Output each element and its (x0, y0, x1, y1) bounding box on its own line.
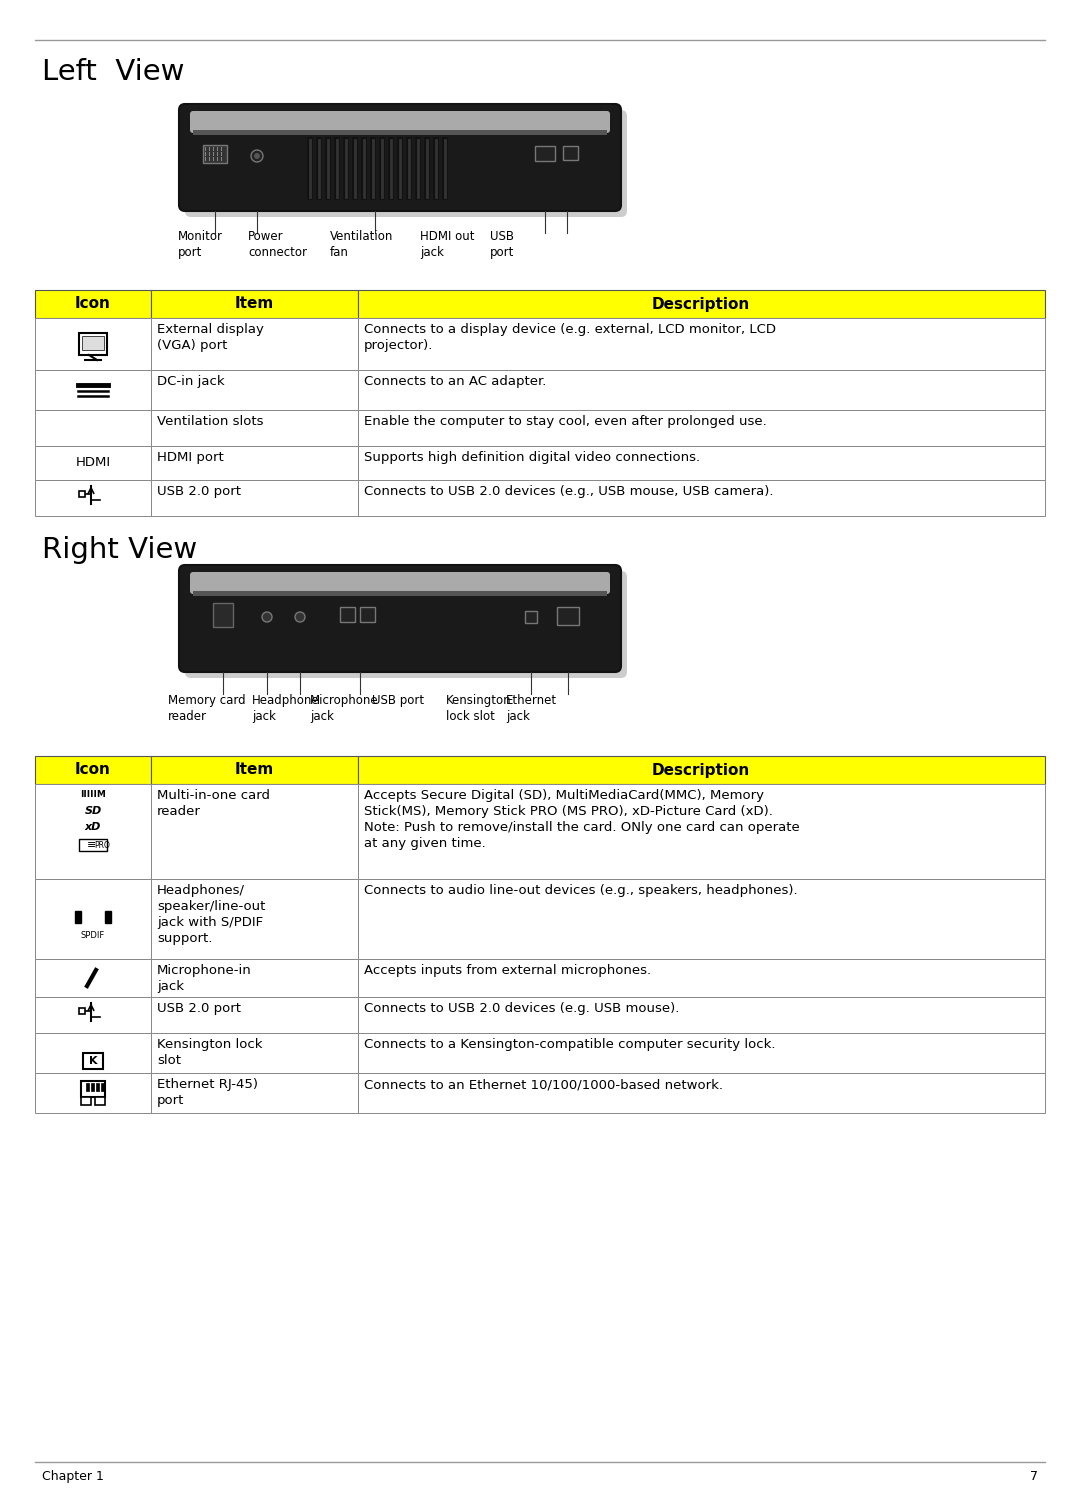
Text: USB port: USB port (372, 694, 424, 708)
Bar (151, 318, 357, 370)
Text: Connects to a display device (e.g. external, LCD monitor, LCD
projector).: Connects to a display device (e.g. exter… (364, 324, 777, 352)
Text: Supports high definition digital video connections.: Supports high definition digital video c… (364, 451, 700, 464)
FancyBboxPatch shape (190, 110, 610, 133)
Bar (357, 1074, 1045, 1113)
Circle shape (94, 965, 100, 971)
Circle shape (99, 1013, 107, 1021)
Text: Headphones/
speaker/line-out
jack with S/PDIF
support.: Headphones/ speaker/line-out jack with S… (157, 885, 266, 945)
Bar (151, 479, 357, 516)
Text: Accepts Secure Digital (SD), MultiMediaCard(MMC), Memory
Stick(MS), Memory Stick: Accepts Secure Digital (SD), MultiMediaC… (364, 789, 800, 850)
Bar (35, 290, 151, 318)
Bar (151, 446, 357, 479)
Text: Kensington
lock slot: Kensington lock slot (446, 694, 512, 723)
FancyBboxPatch shape (185, 110, 627, 218)
Bar (193, 591, 607, 596)
Text: Connects to a Kensington-compatible computer security lock.: Connects to a Kensington-compatible comp… (364, 1039, 775, 1051)
Text: External display
(VGA) port: External display (VGA) port (157, 324, 264, 352)
Bar (35, 996, 151, 1033)
Text: Icon: Icon (76, 762, 111, 777)
Circle shape (99, 496, 107, 503)
Bar (96, 1083, 99, 1092)
Bar (535, 147, 555, 160)
Bar (360, 606, 375, 621)
Text: Connects to audio line-out devices (e.g., speakers, headphones).: Connects to audio line-out devices (e.g.… (364, 885, 798, 897)
Text: Ethernet
jack: Ethernet jack (507, 694, 557, 723)
Text: Description: Description (652, 762, 751, 777)
Bar (81, 1098, 91, 1105)
Text: Headphone
jack: Headphone jack (252, 694, 320, 723)
Bar (79, 1009, 85, 1015)
Bar (357, 410, 1045, 446)
Bar (357, 318, 1045, 370)
FancyBboxPatch shape (179, 104, 621, 212)
Bar (95, 1098, 105, 1105)
Bar (86, 1083, 89, 1092)
Text: DC-in jack: DC-in jack (157, 375, 225, 389)
Text: USB 2.0 port: USB 2.0 port (157, 1002, 241, 1015)
Text: Connects to USB 2.0 devices (e.g., USB mouse, USB camera).: Connects to USB 2.0 devices (e.g., USB m… (364, 485, 773, 497)
Bar (563, 147, 578, 160)
Bar (105, 912, 111, 922)
Bar (35, 1033, 151, 1074)
Bar (151, 996, 357, 1033)
Text: PRO: PRO (94, 841, 110, 850)
Circle shape (295, 612, 305, 621)
Bar (357, 878, 1045, 959)
Text: USB 2.0 port: USB 2.0 port (157, 485, 241, 497)
Bar (151, 878, 357, 959)
Bar (35, 785, 151, 878)
Bar (35, 446, 151, 479)
Bar (193, 130, 607, 135)
Text: SD: SD (84, 806, 102, 816)
Bar (340, 606, 355, 621)
Bar (35, 756, 151, 785)
Bar (91, 1083, 94, 1092)
Text: HDMI out
jack: HDMI out jack (420, 230, 474, 259)
Bar (557, 606, 579, 624)
Bar (151, 1074, 357, 1113)
Bar (35, 878, 151, 959)
Bar (357, 446, 1045, 479)
Bar (357, 1033, 1045, 1074)
Bar (102, 1083, 104, 1092)
Text: Ventilation
fan: Ventilation fan (330, 230, 393, 259)
Text: IIIIIM: IIIIIM (80, 789, 106, 798)
Text: Memory card
reader: Memory card reader (168, 694, 245, 723)
Bar (79, 491, 85, 497)
FancyBboxPatch shape (179, 565, 621, 671)
Text: HDMI port: HDMI port (157, 451, 224, 464)
Text: ≡: ≡ (87, 841, 96, 850)
Bar (79, 839, 107, 851)
Text: Ethernet RJ-45)
port: Ethernet RJ-45) port (157, 1078, 258, 1107)
Bar (357, 479, 1045, 516)
Text: Multi-in-one card
reader: Multi-in-one card reader (157, 789, 270, 818)
Text: Kensington lock
slot: Kensington lock slot (157, 1039, 262, 1067)
Bar (203, 145, 227, 163)
Bar (357, 290, 1045, 318)
Bar (151, 1033, 357, 1074)
Bar (357, 996, 1045, 1033)
Bar (151, 410, 357, 446)
Text: Microphone-in
jack: Microphone-in jack (157, 965, 252, 993)
Bar (151, 785, 357, 878)
FancyBboxPatch shape (185, 572, 627, 677)
Text: Microphone
jack: Microphone jack (310, 694, 379, 723)
Text: Ventilation slots: Ventilation slots (157, 414, 264, 428)
Text: Connects to an AC adapter.: Connects to an AC adapter. (364, 375, 546, 389)
Bar (213, 603, 233, 627)
Bar (35, 318, 151, 370)
Bar (83, 1052, 103, 1069)
Bar (357, 785, 1045, 878)
Text: Connects to an Ethernet 10/100/1000-based network.: Connects to an Ethernet 10/100/1000-base… (364, 1078, 723, 1092)
Bar (151, 959, 357, 996)
Bar (151, 370, 357, 410)
Text: Item: Item (234, 296, 273, 311)
Bar (82, 336, 104, 349)
Bar (81, 1081, 105, 1098)
Text: Chapter 1: Chapter 1 (42, 1470, 104, 1483)
Circle shape (262, 612, 272, 621)
Text: Description: Description (652, 296, 751, 311)
Bar (151, 756, 357, 785)
Text: 7: 7 (1030, 1470, 1038, 1483)
Circle shape (254, 153, 260, 159)
